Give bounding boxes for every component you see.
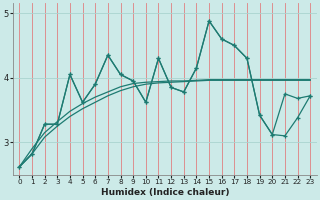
X-axis label: Humidex (Indice chaleur): Humidex (Indice chaleur) [100, 188, 229, 197]
